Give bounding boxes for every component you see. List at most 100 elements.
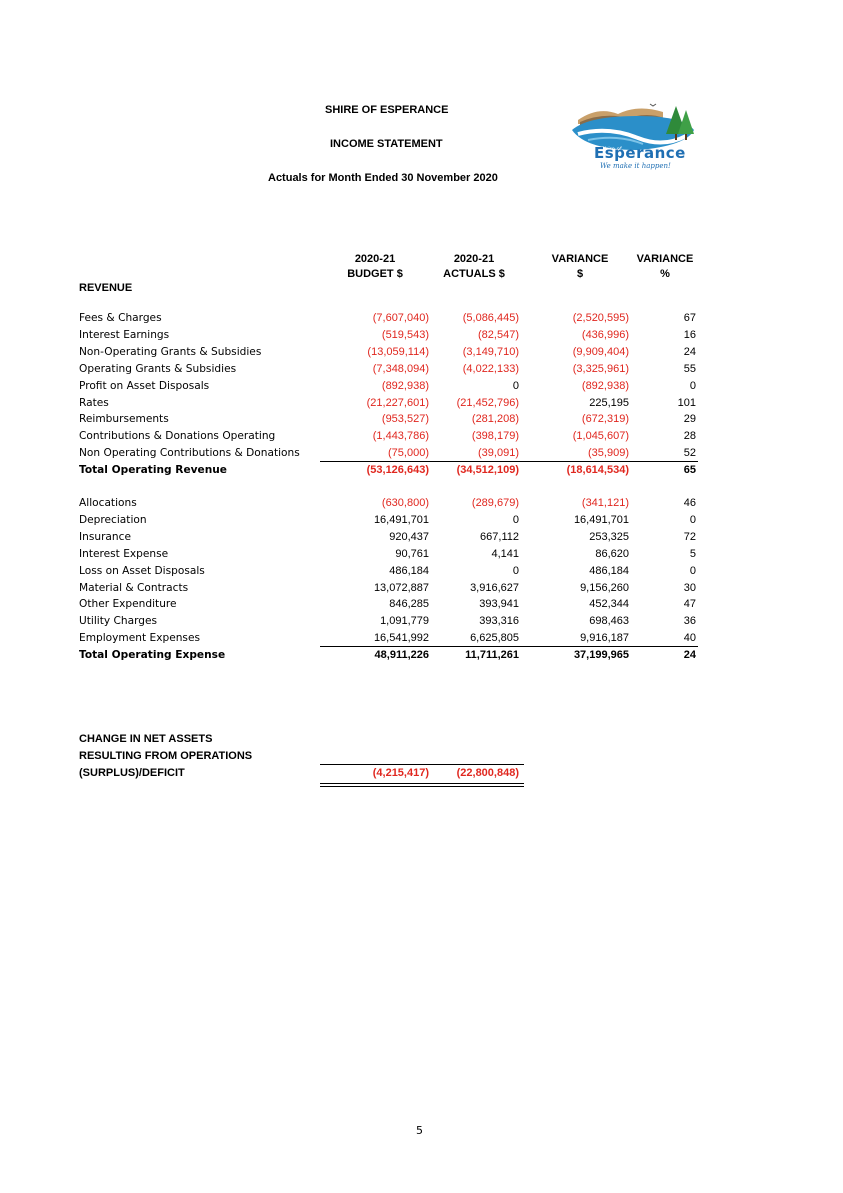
variance-value: (35,909) (588, 447, 629, 460)
actual-value: (289,679) (471, 497, 519, 509)
row-label: Interest Earnings (79, 328, 170, 341)
variance-pct-value: 0 (689, 379, 696, 392)
variance-pct-value: 29 (683, 413, 696, 426)
revenue-row: Reimbursements (953,527) (281,208) (672,319… (79, 411, 699, 428)
revenue-row: Interest Earnings (519,543) (82,547) (436,9… (79, 327, 699, 344)
actual-value: 6,625,805 (470, 632, 519, 645)
budget-value: 846,285 (389, 598, 429, 611)
actual-value: (398,179) (471, 430, 519, 443)
revenue-total-row: Total Operating Revenue (53,126,643) (34,5… (79, 462, 699, 479)
variance-value: (436,996) (581, 328, 629, 341)
shire-logo-graphic: Shire of (572, 103, 694, 153)
row-label: Total Operating Expense (79, 649, 226, 661)
net-assets-line1: CHANGE IN NET ASSETS (79, 733, 213, 745)
net-assets-line3: (SURPLUS)/DEFICIT (79, 767, 185, 779)
budget-value: 16,541,992 (373, 632, 429, 645)
variance-value: 225,195 (589, 396, 629, 409)
budget-value: (1,443,786) (372, 430, 429, 443)
variance-pct-value: 24 (683, 649, 696, 661)
variance-pct-value: 5 (689, 547, 696, 560)
variance-value: (18,614,534) (566, 464, 629, 476)
expense-row: Interest Expense 90,761 4,141 86,620 5 (79, 546, 699, 563)
statement-title: INCOME STATEMENT (330, 138, 443, 150)
net-assets-label: CHANGE IN NET ASSETS RESULTING FROM OPER… (79, 731, 252, 782)
variance-value: (2,520,595) (572, 312, 629, 324)
row-label: Insurance (79, 530, 131, 543)
budget-value: 920,437 (389, 530, 429, 543)
row-label: Interest Expense (79, 547, 169, 560)
budget-value: 13,072,887 (373, 581, 429, 594)
actual-value: (82,547) (478, 328, 519, 341)
variance-pct-value: 67 (683, 312, 696, 324)
net-double-rule-1 (320, 783, 524, 784)
row-label: Non Operating Contributions & Donations (79, 447, 300, 460)
actual-value: 0 (512, 513, 519, 526)
actual-value: 0 (512, 379, 519, 392)
net-budget-value: (4,215,417) (372, 767, 429, 779)
row-label: Loss on Asset Disposals (79, 564, 205, 577)
budget-value: (7,607,040) (372, 312, 429, 324)
actual-value: (4,022,133) (462, 362, 519, 375)
row-label: Non-Operating Grants & Subsidies (79, 345, 262, 358)
org-title: SHIRE OF ESPERANCE (325, 104, 449, 116)
col-header-actuals-line2: ACTUALS $ (443, 268, 505, 280)
variance-value: (341,121) (581, 497, 629, 509)
expense-row: Employment Expenses 16,541,992 6,625,805 9,… (79, 630, 699, 647)
logo-small-text: Shire of (601, 147, 622, 153)
col-header-variance-dollar: VARIANCE $ (530, 252, 630, 282)
row-label: Rates (79, 396, 109, 409)
actual-value: 393,316 (479, 615, 519, 628)
expense-row: Allocations (630,800) (289,679) (341,121) 46 (79, 495, 699, 512)
page-number: 5 (416, 1124, 423, 1137)
revenue-row: Non Operating Contributions & Donations (… (79, 445, 699, 462)
row-label: Depreciation (79, 513, 147, 526)
revenue-subtotal-rule (320, 461, 698, 462)
variance-value: 9,156,260 (580, 581, 629, 594)
variance-value: (9,909,404) (572, 345, 629, 358)
col-header-variance-dollar-line1: VARIANCE (551, 253, 609, 265)
revenue-row: Rates (21,227,601) (21,452,796) 225,195 101 (79, 395, 699, 412)
revenue-heading: REVENUE (79, 282, 133, 294)
variance-pct-value: 55 (683, 362, 696, 375)
budget-value: (7,348,094) (372, 362, 429, 375)
actual-value: 393,941 (479, 598, 519, 611)
variance-value: 16,491,701 (573, 513, 629, 526)
variance-pct-value: 65 (683, 464, 696, 476)
row-label: Contributions & Donations Operating (79, 430, 276, 443)
expense-row: Material & Contracts 13,072,887 3,916,627 9… (79, 580, 699, 597)
actual-value: 11,711,261 (465, 649, 519, 661)
variance-pct-value: 101 (677, 396, 696, 409)
budget-value: (953,527) (381, 413, 429, 426)
variance-pct-value: 28 (683, 430, 696, 443)
expense-subtotal-rule (320, 646, 698, 647)
row-label: Total Operating Revenue (79, 464, 227, 476)
variance-pct-value: 36 (683, 615, 696, 628)
budget-value: 1,091,779 (380, 615, 429, 628)
variance-value: 37,199,965 (573, 649, 629, 661)
variance-pct-value: 0 (689, 513, 696, 526)
row-label: Allocations (79, 497, 137, 509)
variance-value: (1,045,607) (572, 430, 629, 443)
variance-pct-value: 52 (683, 447, 696, 460)
row-label: Material & Contracts (79, 581, 189, 594)
variance-pct-value: 40 (683, 632, 696, 645)
budget-value: (75,000) (388, 447, 429, 460)
period-subtitle: Actuals for Month Ended 30 November 2020 (268, 172, 498, 184)
col-header-variance-pct-line2: % (660, 268, 670, 280)
row-label: Fees & Charges (79, 312, 162, 324)
actual-value: 667,112 (480, 530, 519, 543)
logo-tagline: We make it happen! (600, 162, 671, 170)
col-header-variance-pct: VARIANCE % (630, 252, 700, 282)
row-label: Utility Charges (79, 615, 158, 628)
budget-value: (630,800) (381, 497, 429, 509)
budget-value: 48,911,226 (374, 649, 429, 661)
actual-value: (281,208) (471, 413, 519, 426)
expense-row: Depreciation 16,491,701 0 16,491,701 0 (79, 512, 699, 529)
variance-pct-value: 16 (683, 328, 696, 341)
col-header-actuals-line1: 2020-21 (453, 253, 495, 265)
variance-value: (3,325,961) (572, 362, 629, 375)
expense-row: Other Expenditure 846,285 393,941 452,344 47 (79, 596, 699, 613)
row-label: Reimbursements (79, 413, 169, 426)
actual-value: 3,916,627 (470, 581, 519, 594)
budget-value: 486,184 (389, 564, 429, 577)
